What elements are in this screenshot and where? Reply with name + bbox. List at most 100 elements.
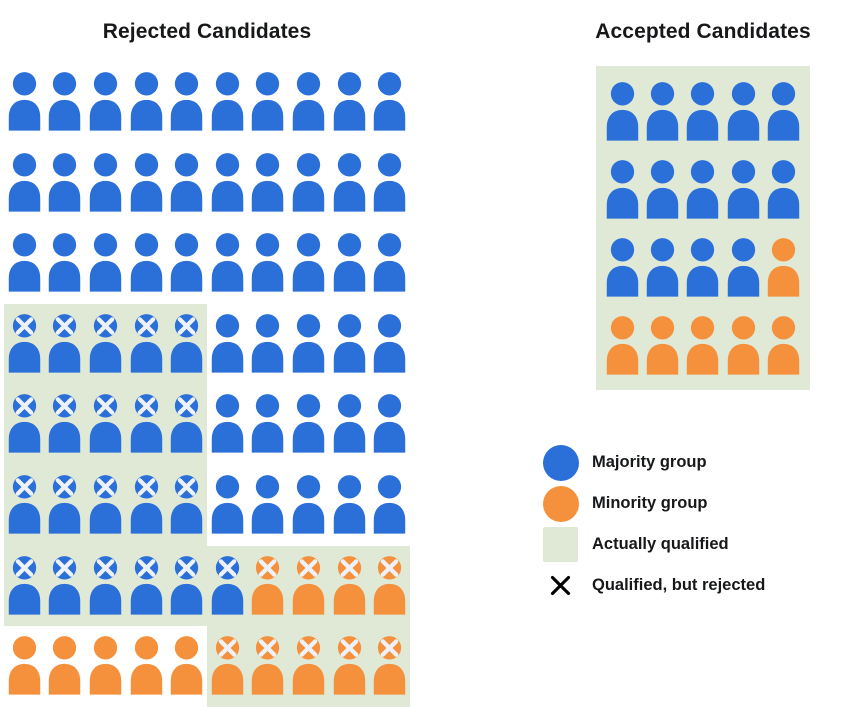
person-majority-qualified-rejected [4,545,45,627]
person-majority [45,143,86,224]
person-majority [248,384,289,465]
person-majority-icon [49,475,81,534]
person-majority-icon [646,238,679,297]
person-majority [329,384,370,465]
person-majority-icon [687,160,719,219]
person-majority-icon [89,233,122,292]
person-majority [288,62,329,143]
person-majority-qualified-rejected [206,545,248,627]
person-minority-icon [252,555,284,615]
person-minority-icon [768,238,800,297]
person-minority-icon [333,636,365,695]
person-majority [248,62,289,143]
legend-item-minority: Minority group [542,485,765,522]
person-majority [602,228,642,306]
person-majority [329,304,370,385]
person-majority [764,150,804,228]
person-majority-icon [292,152,325,212]
person-minority-icon [130,636,162,695]
person-majority [248,465,289,546]
person-minority-qualified-rejected [369,626,410,707]
person-majority-qualified-rejected [125,384,167,465]
person-minority-icon [373,636,406,695]
person-minority [683,306,723,384]
person-minority [723,306,763,384]
person-majority-icon [292,475,325,534]
person-majority-icon [211,233,243,292]
person-minority [4,626,45,707]
person-majority-icon [211,152,243,212]
minority-group-swatch-icon [542,485,579,522]
person-majority [85,223,126,304]
person-majority [126,143,167,224]
person-majority-qualified-rejected [44,384,86,465]
person-majority-icon [373,152,406,212]
person-majority [369,384,410,465]
person-majority-icon [8,233,41,292]
person-majority [602,72,642,150]
person-majority-icon [89,72,122,131]
person-majority-icon [8,394,41,453]
person-majority-icon [130,233,162,292]
person-majority-icon [373,72,406,131]
person-majority-icon [333,72,365,131]
person-majority [683,150,723,228]
person-majority [764,72,804,150]
person-minority [85,626,126,707]
person-majority [288,384,329,465]
person-majority [166,223,207,304]
person-majority-icon [333,475,365,534]
person-minority-icon [333,555,365,615]
legend-label-qualified: Actually qualified [592,535,729,553]
person-minority-icon [646,316,679,375]
person-majority-qualified-rejected [125,545,167,627]
person-majority [207,465,248,546]
person-majority-icon [130,555,162,615]
person-majority-qualified-rejected [44,303,86,385]
person-majority [45,223,86,304]
person-majority-icon [211,313,243,373]
person-majority-icon [8,72,41,131]
person-majority [369,223,410,304]
person-majority-icon [8,313,41,373]
person-majority [642,72,682,150]
person-majority-icon [49,72,81,131]
person-majority-icon [49,394,81,453]
person-majority-icon [727,82,760,141]
person-minority-icon [49,636,81,695]
person-majority-icon [8,555,41,615]
person-majority-icon [373,313,406,373]
person-minority-qualified-rejected [247,626,289,707]
person-majority [642,150,682,228]
person-majority-icon [373,475,406,534]
legend-label-majority: Majority group [592,453,707,471]
person-majority [85,143,126,224]
person-majority [288,143,329,224]
person-majority-icon [687,238,719,297]
person-majority [207,384,248,465]
person-majority-icon [170,475,203,534]
person-majority-icon [170,394,203,453]
person-majority-icon [211,555,243,615]
person-minority-icon [8,636,41,695]
person-majority-icon [170,72,203,131]
person-majority-icon [768,160,800,219]
person-minority [764,228,804,306]
person-minority-qualified-rejected [369,545,410,627]
person-majority [85,62,126,143]
person-minority-icon [373,555,406,615]
person-majority-icon [170,152,203,212]
person-majority-icon [646,160,679,219]
legend-item-rejected-qualified: Qualified, but rejected [542,567,765,604]
accepted-candidates-header: Accepted Candidates [578,20,828,44]
person-minority [642,306,682,384]
person-minority-icon [727,316,760,375]
person-majority-icon [89,475,122,534]
person-minority-qualified-rejected [328,626,370,707]
person-majority-icon [333,313,365,373]
legend-item-qualified: Actually qualified [542,526,765,563]
person-majority [4,62,45,143]
person-majority [288,465,329,546]
rejected-candidates-header: Rejected Candidates [4,20,410,44]
person-majority [166,143,207,224]
